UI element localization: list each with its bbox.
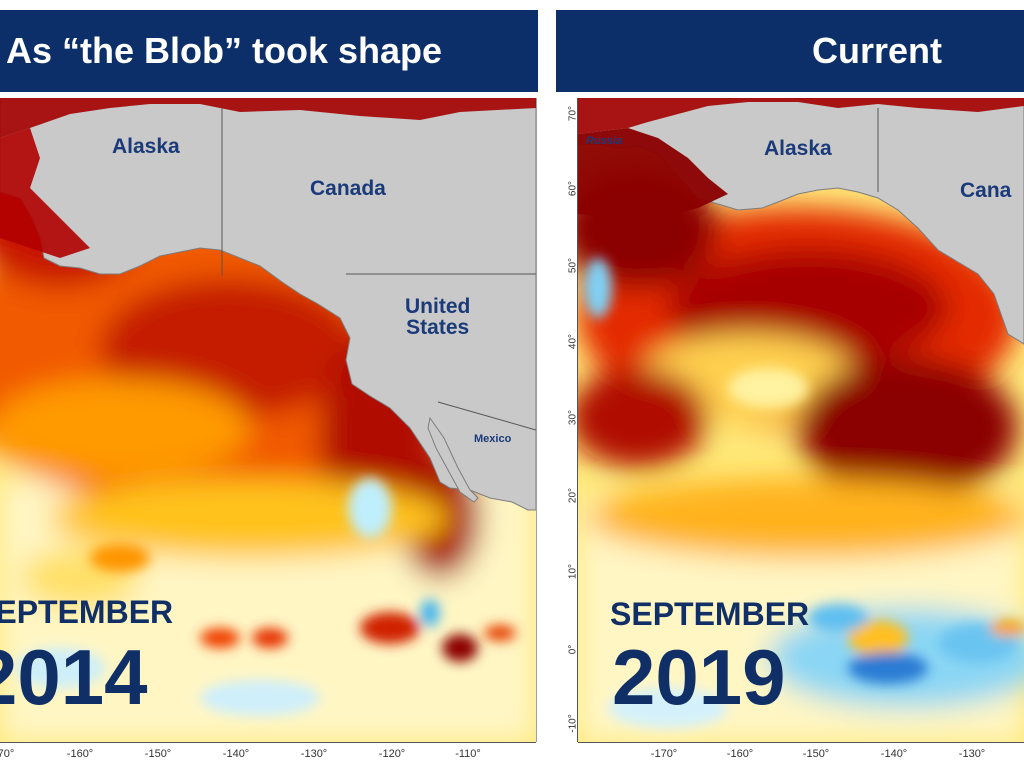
- map-panel-2014: Alaska Canada United States Mexico SEPTE…: [0, 98, 537, 742]
- y-tick: 30°: [567, 409, 579, 426]
- united-states-label: United States: [405, 295, 471, 339]
- anomaly-detail: [15, 478, 516, 716]
- arctic-coast-warm: [0, 98, 536, 138]
- canada-label: Cana: [960, 179, 1012, 202]
- sst-anomaly-map-2014: [0, 98, 536, 742]
- x-axis-right: [578, 742, 1024, 743]
- map-panel-2019: Russia Alaska Cana SEPTEMBER 2019: [578, 98, 1024, 742]
- mexico-label: Mexico: [474, 433, 512, 445]
- y-axis-right: [577, 98, 578, 742]
- y-tick: -10°: [567, 714, 579, 733]
- x-tick-left: -130°: [300, 748, 328, 760]
- anomaly-detail: [584, 258, 1024, 728]
- x-tick-left: -110°: [455, 748, 481, 760]
- month-label-2019: SEPTEMBER: [610, 596, 810, 632]
- x-tick-left: -140°: [222, 748, 250, 760]
- month-label-2014: SEPTEMBER: [0, 594, 174, 630]
- bering-warm: [0, 128, 90, 258]
- year-label-2014: 2014: [0, 633, 148, 721]
- x-tick-right: -130°: [958, 748, 986, 760]
- x-tick-right: -140°: [880, 748, 908, 760]
- sst-anomaly-map-2019: [578, 98, 1024, 742]
- land-baja: [427, 416, 479, 503]
- y-tick: 20°: [567, 487, 579, 504]
- y-tick: 50°: [567, 257, 579, 274]
- x-tick-left: -150°: [144, 748, 172, 760]
- y-tick: 40°: [567, 333, 579, 350]
- russia-label: Russia: [586, 135, 623, 147]
- y-tick: 60°: [567, 180, 579, 197]
- x-tick-left: -120°: [378, 748, 406, 760]
- us-mexico-border: [437, 401, 536, 431]
- y-tick: 70°: [567, 105, 579, 122]
- x-tick-right: -170°: [650, 748, 678, 760]
- x-tick-right: -160°: [726, 748, 754, 760]
- canada-label: Canada: [310, 177, 386, 200]
- year-label-2019: 2019: [612, 633, 786, 721]
- bering-warm: [578, 128, 728, 218]
- x-tick-right: -150°: [802, 748, 830, 760]
- x-tick-left: -160°: [66, 748, 94, 760]
- y-tick: 0°: [567, 644, 579, 655]
- right-panel-title-text: Current: [812, 30, 943, 71]
- right-panel-title: Current: [556, 10, 1024, 92]
- left-panel-title: As “the Blob” took shape: [0, 10, 538, 92]
- arctic-coast-warm: [578, 98, 1024, 134]
- x-tick-left: 70°: [0, 748, 15, 760]
- left-panel-title-text: As “the Blob” took shape: [6, 30, 443, 71]
- alaska-label: Alaska: [112, 135, 180, 158]
- x-axis-left: [0, 742, 536, 743]
- y-tick: 10°: [567, 563, 579, 580]
- alaska-label: Alaska: [764, 137, 832, 160]
